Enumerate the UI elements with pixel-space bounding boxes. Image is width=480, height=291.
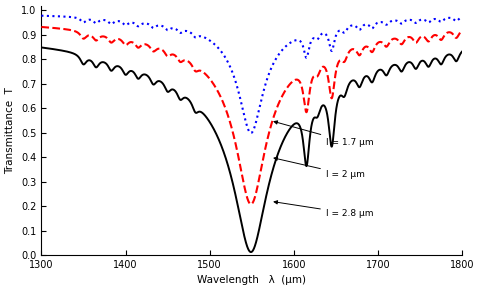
X-axis label: Wavelength   λ  (μm): Wavelength λ (μm) [197, 276, 306, 285]
Y-axis label: Transmittance  T: Transmittance T [6, 87, 15, 174]
Text: l = 2.8 μm: l = 2.8 μm [274, 201, 373, 218]
Text: l = 1.7 μm: l = 1.7 μm [274, 121, 373, 147]
Text: l = 2 μm: l = 2 μm [274, 157, 365, 179]
